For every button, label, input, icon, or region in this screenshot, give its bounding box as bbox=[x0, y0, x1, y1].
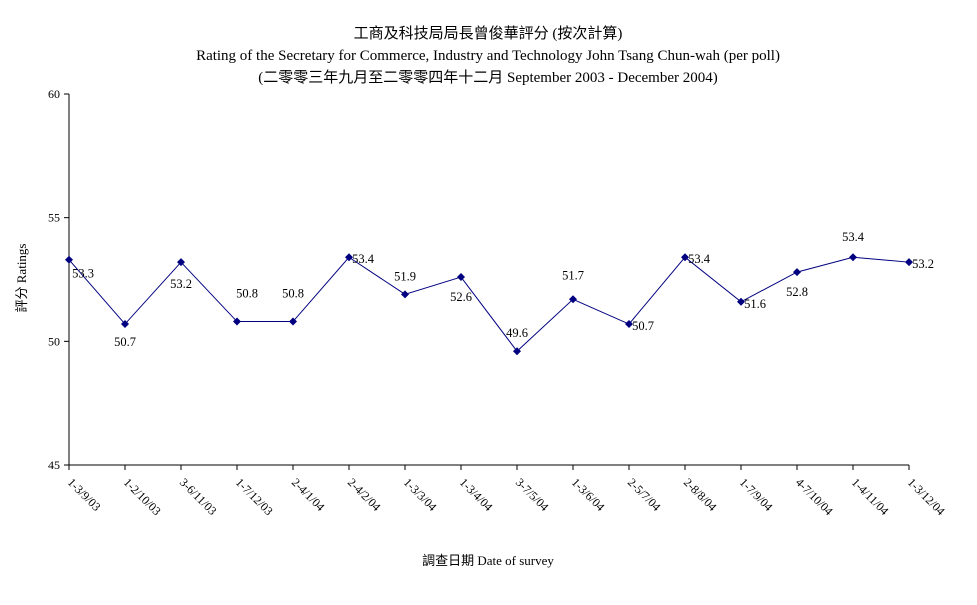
x-tick-label: 3-7/5/04 bbox=[513, 475, 552, 514]
data-point-marker bbox=[737, 297, 745, 306]
data-point-marker bbox=[625, 320, 633, 329]
data-label: 49.6 bbox=[506, 326, 528, 340]
data-point-marker bbox=[65, 255, 73, 264]
data-label: 52.8 bbox=[786, 285, 808, 299]
data-label: 53.4 bbox=[688, 252, 711, 266]
x-tick-label: 1-3/6/04 bbox=[569, 475, 608, 514]
data-label: 50.7 bbox=[114, 335, 136, 349]
chart-title: 工商及科技局局長曾俊華評分 (按次計算) bbox=[354, 24, 623, 42]
x-tick-label: 1-7/12/03 bbox=[233, 475, 276, 518]
data-point-marker bbox=[569, 295, 577, 304]
x-tick-label: 1-2/10/03 bbox=[121, 475, 164, 518]
y-tick-label: 45 bbox=[48, 458, 60, 472]
x-tick-label: 2-4/2/04 bbox=[345, 475, 384, 514]
data-point-marker bbox=[457, 273, 465, 282]
data-label: 52.6 bbox=[450, 290, 472, 304]
data-point-marker bbox=[121, 320, 129, 329]
data-point-marker bbox=[905, 258, 913, 267]
y-axis-title: 評分 Ratings bbox=[14, 244, 29, 313]
data-label: 51.7 bbox=[562, 268, 584, 282]
data-label: 50.7 bbox=[632, 319, 654, 333]
data-label: 50.8 bbox=[236, 287, 258, 301]
x-tick-label: 2-4/1/04 bbox=[289, 475, 328, 514]
data-point-marker bbox=[513, 347, 521, 356]
data-point-marker bbox=[793, 268, 801, 277]
data-point-marker bbox=[345, 253, 353, 262]
plot-area: 45 50 55 60 1-3/9/03 1-2/10/03 3-6/11/03 1-7/12… bbox=[48, 87, 948, 518]
data-point-marker bbox=[849, 253, 857, 262]
data-label: 53.3 bbox=[72, 267, 94, 281]
x-axis-title: 調查日期 Date of survey bbox=[422, 553, 554, 568]
data-label: 53.4 bbox=[352, 252, 375, 266]
y-tick-label: 55 bbox=[48, 211, 60, 225]
series-line bbox=[68, 256, 910, 352]
x-tick-label: 2-5/7/04 bbox=[625, 475, 664, 514]
data-label: 51.9 bbox=[394, 269, 416, 283]
data-label: 53.2 bbox=[170, 277, 192, 291]
x-tick-label: 1-3/3/04 bbox=[401, 475, 440, 514]
data-point-marker bbox=[289, 317, 297, 326]
data-point-marker bbox=[681, 253, 689, 262]
y-tick-label: 60 bbox=[48, 87, 60, 101]
data-label: 50.8 bbox=[282, 287, 304, 301]
x-tick-label: 1-3/12/04 bbox=[905, 475, 948, 518]
chart-subtitle: Rating of the Secretary for Commerce, In… bbox=[196, 48, 780, 64]
data-label: 53.4 bbox=[842, 230, 865, 244]
chart-subtitle-period: (二零零三年九月至二零零四年十二月 September 2003 - Decem… bbox=[258, 69, 718, 86]
x-tick-label: 1-3/4/04 bbox=[457, 475, 496, 514]
x-tick-label: 4-7/10/04 bbox=[793, 475, 836, 518]
y-tick-label: 50 bbox=[48, 334, 60, 348]
data-label: 51.6 bbox=[744, 297, 766, 311]
x-tick-label: 1-4/11/04 bbox=[849, 475, 892, 518]
data-point-marker bbox=[233, 317, 241, 326]
x-tick-label: 1-3/9/03 bbox=[65, 475, 104, 514]
data-point-marker bbox=[177, 258, 185, 267]
data-point-marker bbox=[401, 290, 409, 299]
x-tick-label: 3-6/11/03 bbox=[177, 475, 220, 518]
data-label: 53.2 bbox=[912, 257, 934, 271]
x-tick-label: 2-8/8/04 bbox=[681, 475, 720, 514]
x-tick-label: 1-7/9/04 bbox=[737, 475, 776, 514]
